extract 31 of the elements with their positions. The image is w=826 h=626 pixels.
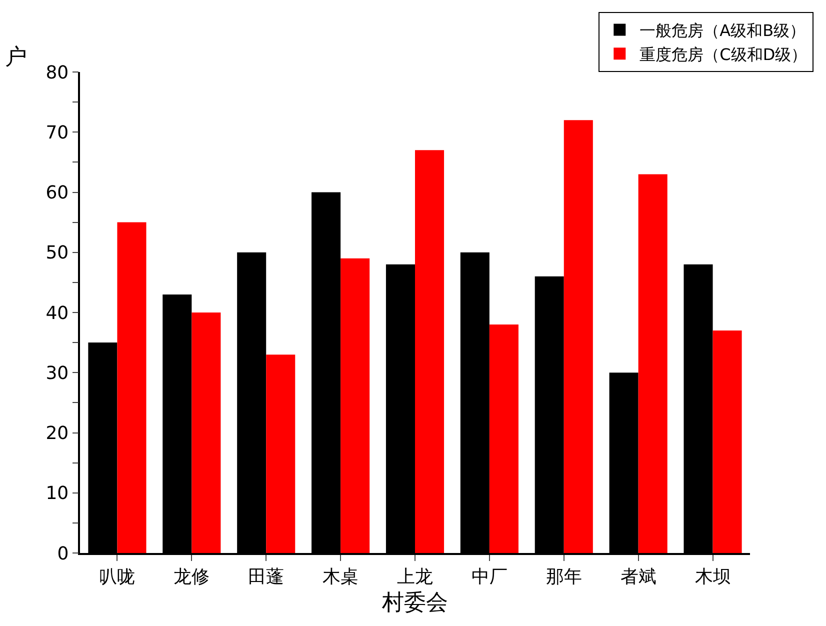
- bar: [489, 324, 518, 553]
- bar: [340, 258, 370, 553]
- x-tick-label: 叭咙: [99, 566, 136, 588]
- y-axis-title: 户: [5, 45, 27, 70]
- y-tick-label: 80: [46, 62, 69, 84]
- y-tick-label: 70: [46, 122, 69, 144]
- bar: [266, 354, 296, 553]
- x-tick-label: 龙修: [174, 566, 210, 588]
- y-tick-label: 10: [46, 483, 69, 504]
- x-tick-label: 上龙: [397, 566, 433, 588]
- x-tick-label: 者斌: [620, 566, 656, 588]
- bar: [117, 222, 146, 553]
- y-tick-label: 60: [46, 182, 69, 204]
- bar: [712, 330, 742, 553]
- x-tick-label: 中厂: [471, 566, 508, 588]
- y-tick-label: 20: [46, 423, 69, 444]
- y-tick-label: 30: [46, 362, 69, 384]
- y-tick-label: 50: [46, 242, 69, 264]
- bar: [564, 120, 593, 553]
- bar: [192, 312, 221, 553]
- x-tick-label: 木坝: [694, 566, 731, 588]
- x-tick-label: 木桌: [322, 566, 359, 588]
- y-tick-label: 0: [57, 543, 69, 564]
- x-axis-title: 村委会: [381, 590, 448, 616]
- bar: [415, 150, 444, 553]
- x-tick-label: 那年: [546, 566, 582, 588]
- legend-label: 重度危房（C级和D级）: [640, 44, 808, 64]
- x-tick-label: 田蓬: [248, 566, 284, 588]
- y-tick-label: 40: [46, 302, 69, 324]
- bar: [638, 174, 668, 553]
- legend-label: 一般危房（A级和B级）: [640, 21, 806, 40]
